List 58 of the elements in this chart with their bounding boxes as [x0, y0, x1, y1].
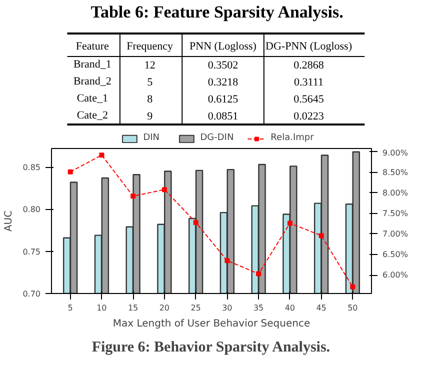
text: 0.3502	[208, 60, 238, 72]
x-tick-label: 40	[284, 304, 296, 312]
x-tick-label: 20	[159, 304, 170, 312]
category-label: Feature	[76, 40, 110, 52]
text: 0.0223	[294, 110, 324, 122]
x-tick-label: 50	[348, 304, 358, 312]
point	[256, 271, 262, 276]
x-tick-label: 15	[128, 304, 138, 312]
text: 5	[147, 76, 153, 88]
y-tick-label: 0.75	[22, 247, 40, 256]
y2-tick-label: 8.50%	[382, 168, 408, 177]
point	[130, 194, 136, 199]
x-tick-label: 30	[222, 304, 232, 312]
category-label: Cate_1	[76, 92, 108, 104]
text: Table 6: Feature Sparsity Analysis.	[90, 2, 344, 22]
x-tick-label: 25	[190, 304, 201, 312]
y2-tick-label: 6.00%	[382, 270, 408, 280]
point	[99, 152, 104, 158]
y-tick-label: 0.80	[22, 205, 40, 214]
y-axis-title: AUC	[4, 210, 15, 232]
point	[162, 187, 167, 192]
y-tick-label: 0.85	[22, 163, 40, 172]
y2-tick-label: 9.00%	[382, 148, 408, 158]
category-label: Brand_2	[73, 76, 112, 88]
y2-tick-label: 7.50%	[382, 208, 408, 218]
x-tick-label: 10	[96, 304, 107, 312]
point	[224, 258, 230, 264]
text: 12	[144, 60, 156, 72]
text: 8	[147, 94, 153, 106]
category-label: PNN (Logloss)	[190, 40, 257, 52]
point	[350, 284, 356, 290]
x-tick-label: 35	[253, 304, 264, 312]
legend-label: Rela.Impr	[270, 133, 314, 143]
x-axis-title: Max Length of User Behavior Sequence	[112, 318, 310, 330]
text: 9	[147, 110, 153, 122]
category-label: Cate_2	[76, 110, 108, 122]
text: 0.6125	[208, 94, 238, 106]
y-tick-label: 0.70	[22, 290, 40, 298]
point	[318, 233, 324, 238]
legend-label: DIN	[143, 133, 161, 143]
x-tick-label: 45	[316, 304, 326, 312]
category-label: Frequency	[126, 40, 174, 52]
point	[287, 220, 292, 226]
legend-label: DG-DIN	[200, 133, 234, 143]
point	[193, 220, 198, 225]
text: 0.2868	[294, 60, 324, 72]
y2-tick-label: 7.00%	[382, 229, 408, 238]
category-label: Brand_1	[73, 58, 112, 70]
text: 0.3111	[294, 76, 324, 88]
text: 0.5645	[294, 94, 324, 106]
text: Figure 6: Behavior Sparsity Analysis.	[92, 340, 330, 356]
y2-tick-label: 8.00%	[382, 188, 408, 198]
text: 0.0851	[208, 110, 238, 122]
x-tick-label: 5	[68, 304, 73, 312]
category-label: DG-PNN (Logloss)	[266, 40, 352, 52]
point	[68, 169, 73, 174]
text: 0.3218	[208, 76, 238, 88]
y2-tick-label: 6.50%	[382, 250, 408, 259]
